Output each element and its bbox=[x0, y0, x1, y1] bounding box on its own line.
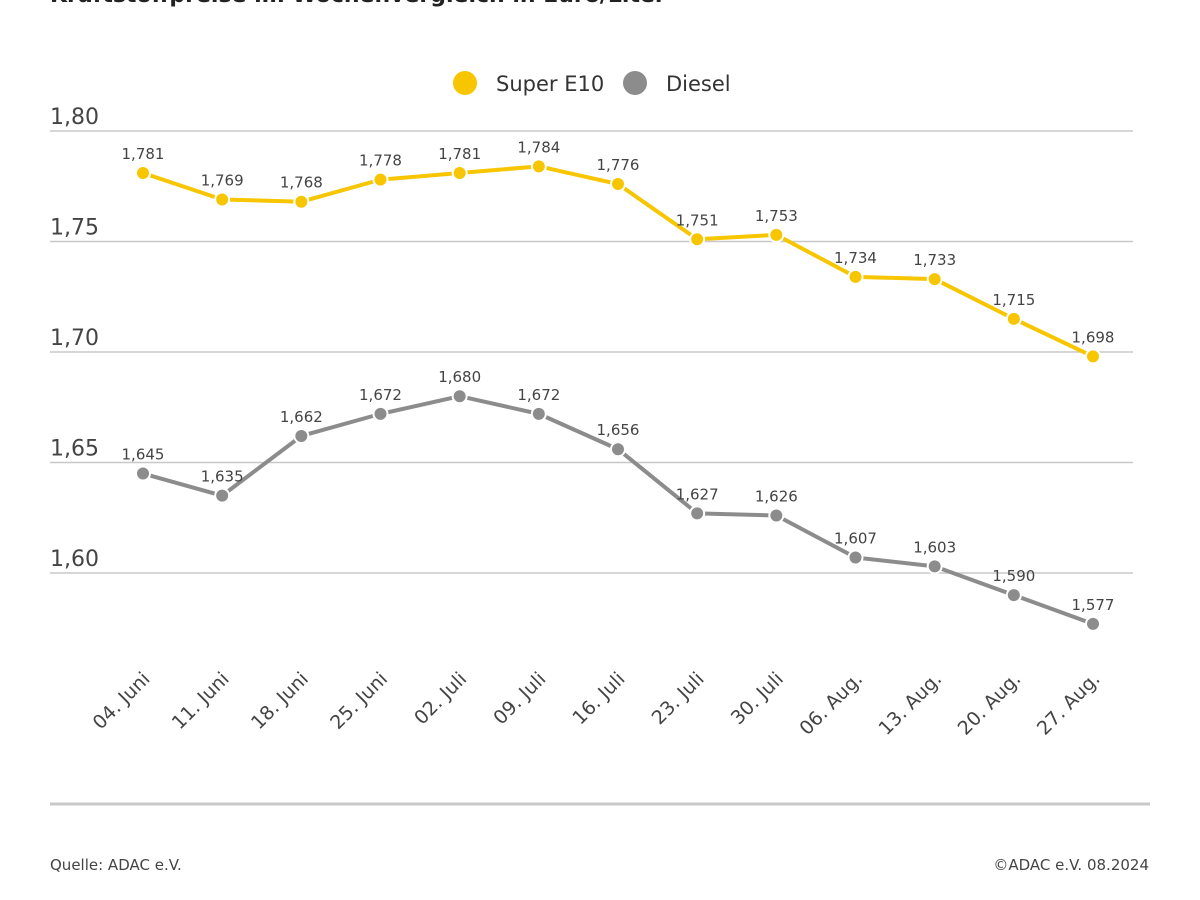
y-tick-label: 1,80 bbox=[50, 105, 99, 130]
x-tick-label: 23. Juli bbox=[648, 668, 709, 729]
data-label: 1,680 bbox=[438, 368, 481, 386]
data-point bbox=[530, 158, 547, 175]
x-tick-label: 11. Juni bbox=[168, 668, 234, 734]
data-label: 1,626 bbox=[755, 488, 798, 506]
data-point bbox=[610, 176, 626, 193]
data-label: 1,635 bbox=[201, 468, 244, 486]
x-tick-label: 25. Juni bbox=[326, 668, 392, 734]
data-point bbox=[451, 164, 468, 181]
copyright-note: ©ADAC e.V. 08.2024 bbox=[993, 856, 1149, 874]
data-point bbox=[135, 164, 151, 181]
data-label: 1,607 bbox=[834, 530, 877, 548]
legend-label: Super E10 bbox=[496, 72, 604, 96]
legend-marker bbox=[453, 71, 477, 95]
data-point bbox=[847, 549, 864, 566]
data-label: 1,715 bbox=[992, 291, 1035, 309]
data-label: 1,698 bbox=[1072, 328, 1115, 346]
y-tick-label: 1,75 bbox=[50, 216, 99, 241]
data-label: 1,778 bbox=[359, 152, 402, 170]
data-point bbox=[135, 465, 151, 482]
x-tick-label: 04. Juni bbox=[89, 668, 155, 734]
data-point bbox=[768, 507, 785, 524]
legend-label: Diesel bbox=[666, 72, 731, 96]
data-label: 1,662 bbox=[280, 408, 323, 426]
x-tick-label: 09. Juli bbox=[489, 668, 550, 729]
data-label: 1,784 bbox=[517, 138, 560, 156]
source-note: Quelle: ADAC e.V. bbox=[50, 856, 182, 874]
data-point bbox=[1005, 310, 1022, 327]
data-point bbox=[689, 505, 706, 522]
data-point bbox=[926, 558, 943, 575]
data-label: 1,734 bbox=[834, 249, 877, 267]
x-tick-label: 30. Juli bbox=[727, 668, 788, 729]
data-point bbox=[293, 427, 310, 444]
data-point bbox=[926, 271, 943, 288]
data-label: 1,733 bbox=[913, 251, 956, 269]
data-point bbox=[610, 441, 626, 458]
data-label: 1,751 bbox=[676, 211, 719, 229]
data-label: 1,776 bbox=[597, 156, 640, 174]
data-point bbox=[689, 231, 706, 248]
data-point bbox=[847, 268, 864, 285]
data-label: 1,645 bbox=[122, 446, 165, 464]
data-label: 1,603 bbox=[913, 538, 956, 556]
data-point bbox=[1085, 615, 1101, 632]
data-label: 1,769 bbox=[201, 172, 244, 190]
legend-marker bbox=[623, 71, 647, 95]
x-tick-label: 20. Aug. bbox=[954, 668, 1026, 740]
data-label: 1,577 bbox=[1072, 596, 1115, 614]
y-tick-label: 1,70 bbox=[50, 326, 99, 351]
data-point bbox=[214, 487, 231, 504]
data-point bbox=[1085, 348, 1101, 365]
data-label: 1,672 bbox=[517, 386, 560, 404]
x-tick-label: 16. Juli bbox=[568, 668, 629, 729]
data-label: 1,672 bbox=[359, 386, 402, 404]
data-label: 1,781 bbox=[122, 145, 165, 163]
x-tick-label: 06. Aug. bbox=[795, 668, 867, 740]
data-point bbox=[293, 193, 310, 210]
y-tick-label: 1,65 bbox=[50, 437, 99, 462]
data-point bbox=[768, 226, 785, 243]
data-label: 1,768 bbox=[280, 174, 323, 192]
data-point bbox=[1005, 587, 1022, 604]
data-label: 1,656 bbox=[597, 421, 640, 439]
data-point bbox=[451, 388, 468, 405]
data-point bbox=[372, 405, 389, 422]
data-label: 1,627 bbox=[676, 485, 719, 503]
x-tick-label: 02. Juli bbox=[410, 668, 471, 729]
data-point bbox=[372, 171, 389, 188]
data-point bbox=[530, 405, 547, 422]
data-label: 1,781 bbox=[438, 145, 481, 163]
chart-title: Kraftstoffpreise im Wochenvergleich in E… bbox=[50, 0, 666, 8]
data-point bbox=[214, 191, 231, 208]
data-label: 1,590 bbox=[992, 567, 1035, 585]
x-tick-label: 18. Juni bbox=[247, 668, 313, 734]
x-tick-label: 13. Aug. bbox=[874, 668, 946, 740]
y-tick-label: 1,60 bbox=[50, 547, 99, 572]
data-label: 1,753 bbox=[755, 207, 798, 225]
x-tick-label: 27. Aug. bbox=[1033, 668, 1105, 740]
